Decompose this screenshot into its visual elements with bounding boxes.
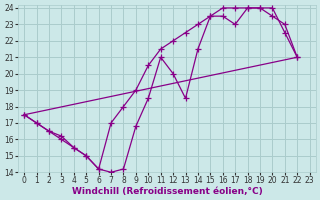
X-axis label: Windchill (Refroidissement éolien,°C): Windchill (Refroidissement éolien,°C) <box>72 187 262 196</box>
